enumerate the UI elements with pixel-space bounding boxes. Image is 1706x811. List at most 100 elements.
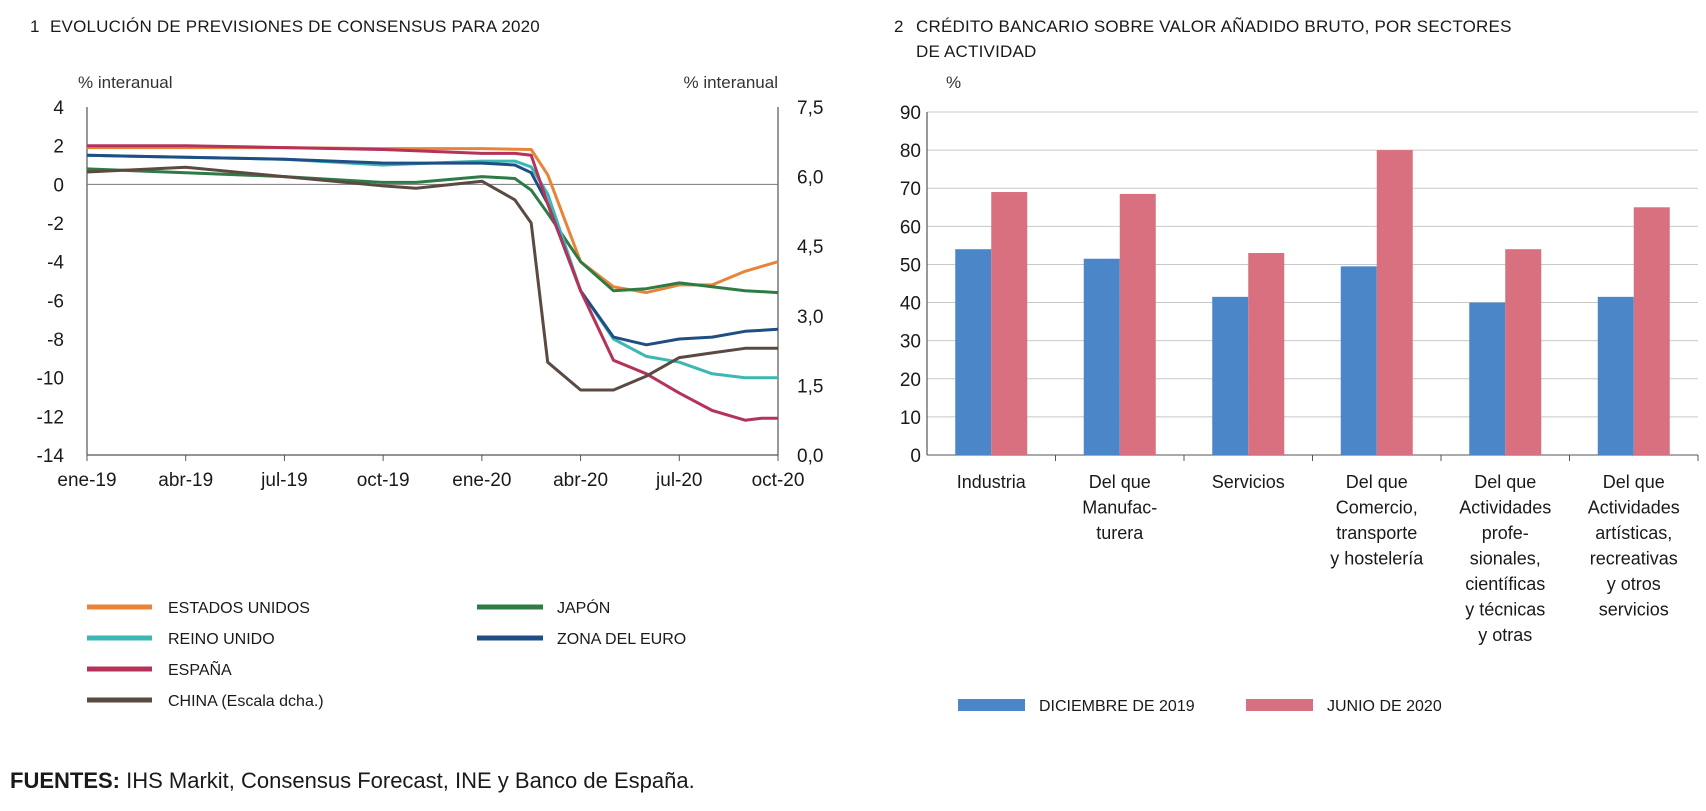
y-tick-label: 90 [900,103,921,124]
series-line-espana [87,144,778,422]
sources-text: IHS Markit, Consensus Forecast, INE y Ba… [120,768,695,793]
line-legend: ESTADOS UNIDOS REINO UNIDO ESPAÑA CHINA (Es… [87,598,686,710]
x-tick-label: jul-19 [260,470,307,491]
category-label: Industria [957,472,1027,492]
x-axis: ene-19 abr-19 jul-19 oct-19 ene-20 abr-20 jul-… [57,455,804,491]
series-line-china [86,165,778,392]
category-label: y otros [1607,574,1661,594]
category-label: transporte [1336,523,1417,543]
bar-chart: 2 CRÉDITO BANCARIO SOBRE VALOR AÑADIDO B… [894,17,1699,715]
gridlines [926,111,1698,456]
y-tick-label: 40 [900,294,921,315]
x-tick-label: abr-20 [553,470,608,491]
category-label: y técnicas [1465,600,1545,620]
left-axis-unit: % interanual [78,73,173,92]
category-label: profe- [1482,523,1529,543]
left-y-tick-label: -6 [47,291,64,312]
plot-frame [86,107,779,456]
x-tick-label: ene-20 [452,470,511,491]
category-label: y otras [1478,625,1532,645]
left-y-tick-label: -4 [47,253,64,274]
series-line-estados [87,146,779,295]
bar-legend: DICIEMBRE DE 2019 JUNIO DE 2020 [958,698,1442,715]
x-tick-label: oct-19 [357,470,410,491]
category-label: y hostelería [1330,549,1424,569]
legend-label: ESPAÑA [168,659,232,679]
bar-chart-title-line2: DE ACTIVIDAD [916,42,1036,61]
sources-label: FUENTES: [10,768,120,793]
line-chart-number: 1 [30,17,40,36]
line-chart-title: EVOLUCIÓN DE PREVISIONES DE CONSENSUS PA… [50,17,540,36]
y-tick-label: 80 [900,141,921,162]
right-y-axis: 7,5 6,0 4,5 3,0 1,5 0,0 [797,98,823,467]
bar [991,192,1028,456]
bar [1505,249,1542,455]
series-line-zona [86,153,779,347]
category-label: Del que [1089,472,1151,492]
left-y-tick-label: 0 [53,175,64,196]
right-y-tick-label: 0,0 [797,446,823,467]
category-label: Actividades [1588,498,1680,518]
bar-y-axis: 90 80 70 60 50 40 30 20 10 0 [900,103,921,467]
legend-label: REINO UNIDO [168,631,275,648]
y-tick-label: 60 [900,217,921,238]
right-y-tick-label: 3,0 [797,307,823,328]
bar [955,249,992,455]
legend-label: ZONA DEL EURO [557,631,686,648]
y-tick-label: 70 [900,179,921,200]
category-label: Del que [1474,472,1536,492]
left-y-tick-label: 2 [53,137,64,158]
sources-note: FUENTES: IHS Markit, Consensus Forecast,… [10,768,695,794]
left-y-tick-label: -12 [37,407,64,428]
category-label: Actividades [1459,498,1551,518]
bar-chart-title-line1: CRÉDITO BANCARIO SOBRE VALOR AÑADIDO BRU… [916,17,1512,36]
y-tick-label: 30 [900,332,921,353]
bar [1248,253,1285,455]
bar [1469,302,1506,455]
x-tick-label: jul-20 [655,470,702,491]
bar [1212,296,1249,455]
left-y-axis: 4 2 0 -2 -4 -6 -8 -10 -12 -14 [37,98,65,467]
y-tick-label: 20 [900,370,921,391]
series-lines [86,144,779,422]
bar [1376,150,1413,455]
line-chart: 1 EVOLUCIÓN DE PREVISIONES DE CONSENSUS … [30,17,823,710]
bar [1083,258,1120,455]
y-tick-label: 0 [910,446,921,467]
category-label: Manufac- [1082,498,1157,518]
category-label: sionales, [1470,549,1541,569]
category-label: servicios [1599,600,1669,620]
x-tick-label: oct-20 [752,470,805,491]
right-axis-unit: % interanual [683,73,778,92]
legend-label: JUNIO DE 2020 [1327,698,1442,715]
legend-label: DICIEMBRE DE 2019 [1039,698,1195,715]
x-tick-label: ene-19 [57,470,116,491]
category-label: artísticas, [1595,523,1672,543]
bar [1119,193,1156,455]
bar-chart-number: 2 [894,17,904,36]
right-y-tick-label: 7,5 [797,98,823,119]
legend-label: CHINA (Escala dcha.) [168,693,324,710]
legend-label: ESTADOS UNIDOS [168,600,310,617]
bar [1633,207,1670,455]
left-y-tick-label: -10 [37,369,64,390]
y-tick-label: 10 [900,408,921,429]
series-line-reino [86,153,778,380]
bar [1597,296,1634,455]
category-label: Del que [1603,472,1665,492]
x-tick-label: abr-19 [158,470,213,491]
left-y-tick-label: -2 [47,214,64,235]
legend-label: JAPÓN [557,598,610,617]
right-y-tick-label: 6,0 [797,168,823,189]
y-tick-label: 50 [900,255,921,276]
left-y-tick-label: -8 [47,330,64,351]
left-y-tick-label: -14 [37,446,65,467]
bar [1340,266,1377,455]
right-y-tick-label: 1,5 [797,376,823,397]
category-label: turera [1096,523,1144,543]
series-line-japon [86,167,779,295]
category-label: Servicios [1212,472,1285,492]
category-label: científicas [1465,574,1545,594]
right-y-tick-label: 4,5 [797,237,823,258]
